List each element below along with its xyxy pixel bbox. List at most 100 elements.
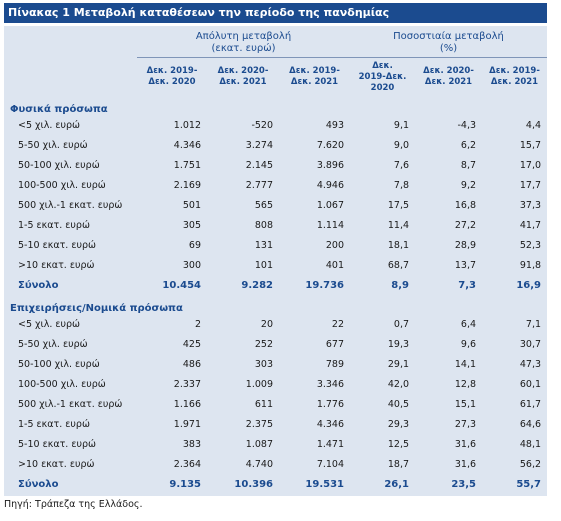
table-cell: 18,7 [387,458,410,470]
table-cell: 40,5 [387,398,410,410]
table-cell: 7,8 [393,179,410,191]
table-cell: 7,1 [525,318,542,330]
row-label: 5-10 εκατ. ευρώ [18,239,96,251]
table-cell: 61,7 [519,398,542,410]
section-header-row: Φυσικά πρόσωπα [4,96,547,115]
table-cell: 20 [260,318,273,330]
table-row: <5 χιλ. ευρώ 2 20 22 0,7 6,4 7,1 [4,314,547,334]
row-label: 500 χιλ.-1 εκατ. ευρώ [18,199,123,211]
table-cell: 4.946 [316,179,345,191]
table-cell: 69 [188,239,201,251]
row-label: 100-500 χιλ. ευρώ [18,378,106,390]
table-row: 50-100 χιλ. ευρώ 1.751 2.145 3.896 7,6 8,7 17,… [4,155,547,175]
column-header: Δεκ. 2019-Δεκ. 2020 [350,58,415,97]
table-cell: 27,3 [454,418,477,430]
table-cell: 252 [254,338,273,350]
table-cell: 31,6 [454,458,477,470]
table-cell: 52,3 [519,239,542,251]
table-cell: 42,0 [387,378,410,390]
source-note: Πηγή: Τράπεζα της Ελλάδος. [4,499,143,510]
total-row: Σύνολο 10.454 9.282 19.736 8,9 7,3 16,9 [4,275,547,295]
table-row: >10 εκατ. ευρώ 2.364 4.740 7.104 18,7 31,6 56,… [4,454,547,474]
table-cell: 31,6 [454,438,477,450]
table-cell: 91,8 [519,259,542,271]
column-header: Δεκ. 2019- Δεκ. 2021 [482,58,547,97]
table-cell: 7.620 [316,139,345,151]
group-header-row: Απόλυτη μεταβολή (εκατ. ευρώ) Ποσοστιαία… [4,26,548,58]
table-cell: 425 [182,338,201,350]
table-cell: 2.337 [173,378,201,390]
table-cell: 16,8 [454,199,477,211]
table-cell: 0,7 [393,318,410,330]
table-row: 5-10 εκατ. ευρώ 383 1.087 1.471 12,5 31,6 48,1 [4,434,547,454]
table-cell: 401 [325,259,345,271]
group-header-absolute: Απόλυτη μεταβολή (εκατ. ευρώ) [137,26,351,58]
table-cell: 3.274 [245,139,273,151]
table-cell: 2.777 [245,179,273,191]
column-header-empty [4,58,137,97]
column-header: Δεκ. 2020- Δεκ. 2021 [415,58,482,97]
table-row: 100-500 χιλ. ευρώ 2.337 1.009 3.346 42,0 12,8… [4,374,547,394]
column-header-line: Δεκ. 2021 [490,77,539,87]
table-cell: 6,4 [460,318,477,330]
row-label: >10 εκατ. ευρώ [18,259,95,271]
row-label: 5-10 εκατ. ευρώ [18,438,96,450]
table-row: 5-50 χιλ. ευρώ 425 252 677 19,3 9,6 30,7 [4,334,547,354]
table-cell: 47,3 [519,358,542,370]
table-cell: 1.751 [173,159,201,171]
table-cell: 1.971 [173,418,201,430]
total-cell: 55,7 [516,478,542,490]
column-header-line: Δεκ. 2020- [217,66,269,76]
table-cell: 4,4 [525,119,542,131]
table-cell: 1.166 [173,398,201,410]
row-label: 1-5 εκατ. ευρώ [18,219,90,231]
table-row: 1-5 εκατ. ευρώ 305 808 1.114 11,4 27,2 41,7 [4,215,547,235]
total-label: Σύνολο [18,478,59,490]
table-row: 100-500 χιλ. ευρώ 2.169 2.777 4.946 7,8 9,2 17… [4,175,547,195]
table-cell: 9,2 [460,179,477,191]
table-row: <5 χιλ. ευρώ 1.012 -520 493 9,1 -4,3 4,4 [4,115,547,135]
column-header: Δεκ. 2019- Δεκ. 2021 [279,58,350,97]
column-header-line: Δεκ. 2020 [148,77,196,87]
column-header-line: Δεκ. 2021 [290,77,339,87]
row-label: 50-100 χιλ. ευρώ [18,358,100,370]
table-cell: 12,5 [387,438,410,450]
table-cell: 1.009 [245,378,273,390]
table-cell: 7,6 [393,159,410,171]
table-cell: 1.114 [316,219,345,231]
table-cell: 2.169 [173,179,201,191]
table-cell: 493 [325,119,345,131]
table-cell: 565 [254,199,273,211]
table-panel: Απόλυτη μεταβολή (εκατ. ευρώ) Ποσοστιαία… [4,26,548,496]
table-cell: 56,2 [519,458,542,470]
table-cell: 2 [194,318,201,330]
table-cell: 29,1 [387,358,410,370]
table-cell: 15,1 [454,398,477,410]
table-row: 5-10 εκατ. ευρώ 69 131 200 18,1 28,9 52,3 [4,235,547,255]
row-label: 5-50 χιλ. ευρώ [18,139,88,151]
table-cell: 808 [254,219,273,231]
table-cell: 4.346 [316,418,345,430]
row-label: <5 χιλ. ευρώ [18,119,81,131]
section-title: Φυσικά πρόσωπα [10,104,108,115]
table-cell: 1.776 [316,398,345,410]
table-cell: 1.012 [173,119,201,131]
column-header-line: 2019-Δεκ. [358,71,407,82]
table-cell: 101 [254,259,273,271]
row-label: >10 εκατ. ευρώ [18,458,95,470]
table-cell: 11,4 [387,219,410,231]
table-row: 500 χιλ.-1 εκατ. ευρώ 1.166 611 1.776 40,5 15… [4,394,547,414]
table-cell: 1.067 [316,199,345,211]
table-cell: 1.471 [316,438,345,450]
section-header-row: Επιχειρήσεις/Νομικά πρόσωπα [4,295,547,314]
total-cell: 16,9 [516,279,542,291]
total-cell: 19.736 [305,279,345,291]
table-cell: 2.145 [245,159,273,171]
total-cell: 7,3 [458,279,477,291]
column-header-line: Δεκ. 2019- [289,66,340,76]
row-label: 100-500 χιλ. ευρώ [18,179,106,191]
total-cell: 9.135 [169,478,201,490]
column-header-row: Δεκ. 2019- Δεκ. 2020 Δεκ. 2020- Δεκ. 2021 Δε… [4,58,547,97]
table-cell: 1.087 [245,438,273,450]
row-label: 5-50 χιλ. ευρώ [18,338,88,350]
